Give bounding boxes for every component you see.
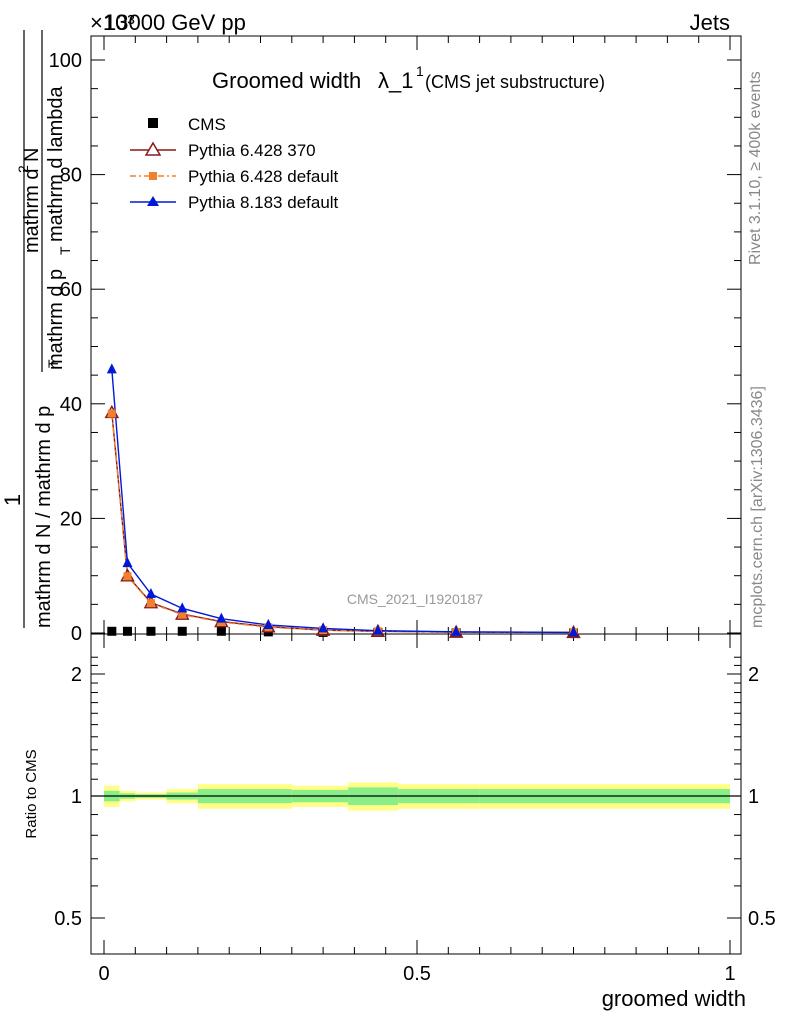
- point-p8: [177, 602, 188, 613]
- title-text: Groomed width: [212, 68, 361, 93]
- x-axis-label: groomed width: [602, 986, 746, 1011]
- x-tick-label: 0.5: [403, 963, 431, 985]
- mcplots-label: mcplots.cern.ch [arXiv:1306.3436]: [749, 386, 766, 628]
- legend-label-cms: CMS: [188, 115, 226, 134]
- ylabel-denominator: mathrm d N / mathrm d p: [33, 406, 55, 628]
- ratio-y-tick-label-right: 1: [748, 786, 759, 808]
- series-markers: [104, 363, 581, 639]
- point-p6-default: [107, 409, 116, 418]
- legend-item-cms: CMS: [148, 115, 226, 134]
- ylabel-prefix: 1: [0, 494, 25, 506]
- series-line-p6-370: [111, 412, 574, 634]
- y-tick-label: 0: [71, 623, 82, 645]
- point-p6-default: [146, 599, 155, 608]
- point-p8: [106, 363, 117, 374]
- rivet-label: Rivet 3.1.10, ≥ 400k events: [747, 71, 764, 265]
- ylabel-denominator2: mathrm d p: [45, 269, 67, 370]
- ratio-axis-ticks: 0.5 0.5 1 1 2 2 0 0.5 1: [54, 634, 776, 985]
- legend-label-p6-370: Pythia 6.428 370: [188, 141, 316, 160]
- y-tick-label: 60: [60, 279, 82, 301]
- title-math: λ_1: [378, 68, 413, 93]
- point-p6-default: [123, 572, 132, 581]
- point-p8: [372, 624, 383, 635]
- point-cms: [107, 626, 117, 636]
- ratio-uncertainty-bands: [91, 782, 741, 811]
- y-exponent: ×10³: [90, 10, 135, 35]
- ratio-y-tick-label: 1: [71, 786, 82, 808]
- point-p8: [145, 588, 156, 599]
- ylabel-denominator2-sub: T: [57, 246, 73, 255]
- point-cms: [122, 626, 132, 636]
- y-tick-label: 20: [60, 508, 82, 530]
- series-line-p6-default: [111, 413, 574, 634]
- legend-marker-p6-default: [149, 172, 157, 180]
- point-p8: [451, 625, 462, 636]
- point-p8: [216, 612, 227, 623]
- legend-item-p6-370: Pythia 6.428 370: [130, 141, 316, 160]
- point-p6-default: [178, 610, 187, 619]
- point-cms: [216, 626, 226, 636]
- legend-marker-cms: [148, 118, 158, 128]
- point-p8: [568, 626, 579, 637]
- series-lines: [111, 369, 574, 634]
- y-tick-label: 100: [49, 50, 82, 72]
- ylabel-numerator-sup: 2: [15, 165, 31, 173]
- ratio-y-tick-label: 0.5: [54, 908, 82, 930]
- point-p8: [263, 618, 274, 629]
- point-p8: [318, 622, 329, 633]
- point-cms: [146, 626, 156, 636]
- legend-marker-p8: [147, 196, 159, 206]
- ylabel-denominator-sub: T: [45, 359, 61, 368]
- ylabel-numerator: mathrm d: [21, 169, 43, 253]
- y-axis-label: 1 mathrm d N / mathrm d p T mathrm d 2 N…: [0, 30, 73, 628]
- y-tick-label: 80: [60, 165, 82, 187]
- ratio-plot-frame: [90, 633, 742, 955]
- legend-label-p6-default: Pythia 6.428 default: [188, 167, 339, 186]
- ylabel-denominator2-end: mathrm d lambda: [45, 86, 67, 242]
- ratio-y-tick-label: 2: [71, 664, 82, 686]
- legend-item-p6-default: Pythia 6.428 default: [130, 167, 339, 186]
- x-tick-label: 0: [98, 963, 109, 985]
- header-process: Jets: [690, 10, 730, 35]
- x-tick-label: 1: [724, 963, 735, 985]
- title-note: (CMS jet substructure): [425, 72, 605, 92]
- y-tick-label: 40: [60, 394, 82, 416]
- ratio-ylabel: Ratio to CMS: [23, 749, 40, 838]
- legend-item-p8: Pythia 8.183 default: [130, 193, 339, 212]
- ratio-y-tick-label-right: 2: [748, 664, 759, 686]
- main-axis-ticks: 0 20 40 60 80 100: [49, 36, 741, 645]
- legend: CMS Pythia 6.428 370 Pythia 6.428 defaul…: [130, 115, 339, 212]
- point-cms: [177, 626, 187, 636]
- ratio-y-tick-label-right: 0.5: [748, 908, 776, 930]
- legend-label-p8: Pythia 8.183 default: [188, 193, 339, 212]
- header-energy: 13000 GeV pp: [104, 10, 246, 35]
- analysis-watermark: CMS_2021_I1920187: [347, 591, 483, 607]
- series-line-p8: [111, 369, 574, 634]
- legend-marker-p6-370: [144, 141, 162, 156]
- plot-title: Groomed width λ_1 1 (CMS jet substructur…: [212, 63, 605, 93]
- title-sup: 1: [416, 63, 424, 79]
- point-p8: [122, 557, 133, 568]
- ylabel-numerator-end: N: [21, 148, 43, 162]
